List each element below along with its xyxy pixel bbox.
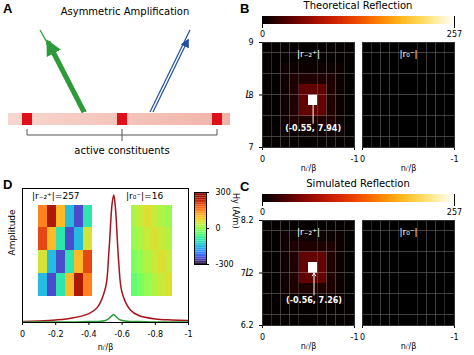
svg-text:9: 9: [248, 38, 253, 47]
svg-text:6.2: 6.2: [241, 321, 254, 330]
svg-text:7: 7: [248, 143, 253, 152]
svg-text:nᵢⁱ/β: nᵢⁱ/β: [301, 342, 317, 351]
svg-text:300: 300: [216, 188, 231, 197]
svg-text:L: L: [246, 89, 252, 100]
html-text:Theoretical Reflection: Theoretical Reflection: [303, 0, 413, 11]
svg-text:nᵢⁱ/β: nᵢⁱ/β: [98, 343, 114, 352]
svg-text:nᵢⁱ/β: nᵢⁱ/β: [401, 164, 417, 173]
svg-text:nᵢⁱ/β: nᵢⁱ/β: [401, 342, 417, 351]
svg-text:0: 0: [20, 330, 25, 339]
svg-text:Hy (A/m): Hy (A/m): [231, 193, 240, 229]
svg-text:0: 0: [260, 30, 265, 39]
svg-text:0: 0: [216, 224, 221, 233]
svg-text:-0.4: -0.4: [81, 330, 97, 339]
svg-text:-1: -1: [451, 155, 459, 164]
svg-text:-0.6: -0.6: [114, 330, 130, 339]
html-text:|r₀⁻|=16: |r₀⁻|=16: [126, 191, 164, 201]
svg-text:active constituents: active constituents: [74, 145, 169, 156]
svg-text:0: 0: [360, 155, 365, 164]
svg-text:|r₀⁻|: |r₀⁻|: [399, 227, 417, 237]
html-text:Simulated Reflection: Simulated Reflection: [306, 178, 410, 189]
svg-text:nᵢⁱ/β: nᵢⁱ/β: [301, 164, 317, 173]
html-text:C: C: [240, 179, 250, 194]
svg-text:|r₀⁻|: |r₀⁻|: [399, 49, 417, 59]
svg-text:L: L: [246, 267, 252, 278]
svg-text:0: 0: [360, 333, 365, 342]
html-text:D: D: [3, 177, 13, 192]
svg-text:Asymmetric Amplification: Asymmetric Amplification: [61, 6, 190, 17]
html-text:B: B: [240, 1, 250, 16]
svg-text:(-0.56, 7.26): (-0.56, 7.26): [286, 296, 342, 305]
svg-text:257: 257: [447, 208, 462, 217]
svg-text:(-0.55, 7.94): (-0.55, 7.94): [285, 124, 341, 133]
svg-text:8.2: 8.2: [241, 216, 254, 225]
svg-text:-0.8: -0.8: [147, 330, 163, 339]
svg-text:0: 0: [260, 208, 265, 217]
svg-text:-1: -1: [351, 155, 359, 164]
svg-text:|r₋₂⁺|: |r₋₂⁺|: [297, 227, 320, 237]
svg-text:-1: -1: [185, 330, 193, 339]
svg-text:0: 0: [260, 333, 265, 342]
svg-text:7.2: 7.2: [240, 268, 254, 278]
svg-text:-0.2: -0.2: [48, 330, 64, 339]
svg-text:257: 257: [447, 30, 462, 39]
svg-text:|r₋₂⁺|: |r₋₂⁺|: [297, 49, 320, 59]
svg-text:0: 0: [260, 155, 265, 164]
html-text:A: A: [3, 1, 13, 16]
svg-text:Amplitude: Amplitude: [7, 209, 17, 256]
svg-text:-1: -1: [351, 333, 359, 342]
svg-text:-300: -300: [216, 260, 234, 269]
svg-text:-1: -1: [451, 333, 459, 342]
html-text:|r₋₂⁺|=257: |r₋₂⁺|=257: [32, 191, 80, 201]
